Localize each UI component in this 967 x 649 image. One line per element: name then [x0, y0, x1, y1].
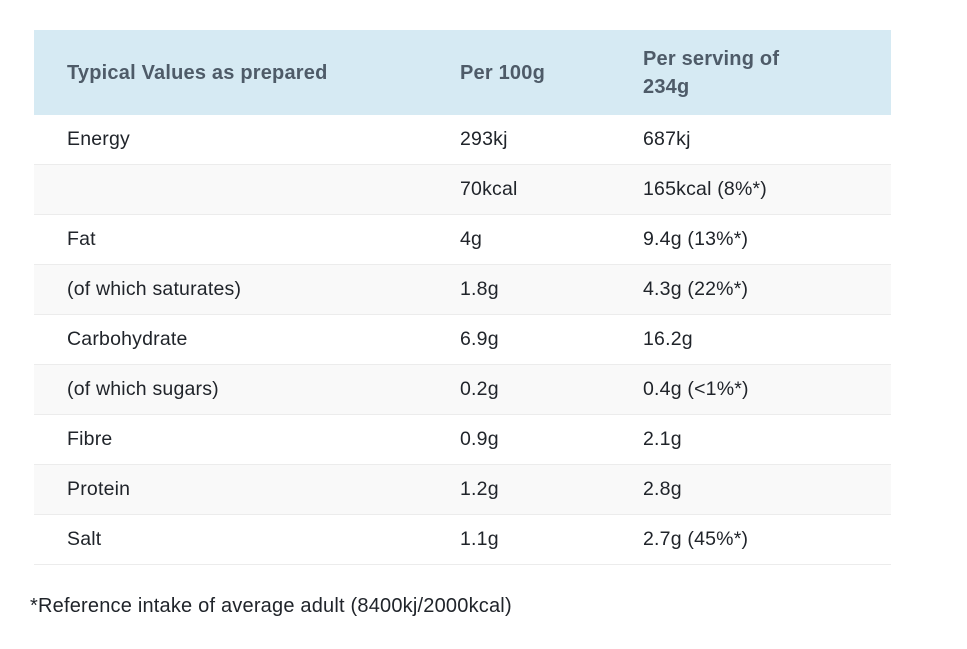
- per-serving-value: 2.8g: [643, 478, 682, 500]
- per-100g-value: 1.8g: [460, 278, 499, 300]
- per-serving-value: 2.7g (45%*): [643, 528, 749, 550]
- row-label: (of which saturates): [67, 278, 242, 300]
- header-typical-values: Typical Values as prepared: [67, 61, 328, 84]
- row-label: Energy: [67, 128, 130, 150]
- row-label: Salt: [67, 528, 102, 550]
- nutrition-table: Typical Values as prepared Per 100g Per …: [34, 30, 891, 565]
- per-100g-value: 0.2g: [460, 378, 499, 400]
- table-row-sugars: (of which sugars) 0.2g 0.4g (<1%*): [34, 365, 891, 415]
- per-100g-value: 1.2g: [460, 478, 499, 500]
- per-100g-value: 0.9g: [460, 428, 499, 450]
- per-serving-value: 4.3g (22%*): [643, 278, 749, 300]
- header-per-serving-line1: Per serving of: [643, 47, 780, 70]
- per-100g-value: 70kcal: [460, 178, 518, 200]
- table-header-row: Typical Values as prepared Per 100g Per …: [34, 30, 891, 115]
- per-serving-value: 2.1g: [643, 428, 682, 450]
- header-per-100g: Per 100g: [460, 61, 545, 84]
- per-100g-value: 4g: [460, 228, 483, 250]
- row-label: (of which sugars): [67, 378, 219, 400]
- table-row-energy-kcal: 70kcal 165kcal (8%*): [34, 165, 891, 215]
- table-row-carbohydrate: Carbohydrate 6.9g 16.2g: [34, 315, 891, 365]
- row-label: Fat: [67, 228, 96, 250]
- header-per-serving: Per serving of 234g: [643, 45, 891, 101]
- per-100g-value: 1.1g: [460, 528, 499, 550]
- header-per-serving-line2: 234g: [643, 75, 690, 98]
- per-serving-value: 0.4g (<1%*): [643, 378, 749, 400]
- per-serving-value: 165kcal (8%*): [643, 178, 767, 200]
- table-body: Energy 293kj 687kj 70kcal 165kcal (8%*) …: [34, 115, 891, 565]
- per-100g-value: 6.9g: [460, 328, 499, 350]
- table-row-protein: Protein 1.2g 2.8g: [34, 465, 891, 515]
- table-row-salt: Salt 1.1g 2.7g (45%*): [34, 515, 891, 565]
- table-row-saturates: (of which saturates) 1.8g 4.3g (22%*): [34, 265, 891, 315]
- table-row-fibre: Fibre 0.9g 2.1g: [34, 415, 891, 465]
- table-row-energy: Energy 293kj 687kj: [34, 115, 891, 165]
- per-serving-value: 16.2g: [643, 328, 693, 350]
- reference-intake-footnote: *Reference intake of average adult (8400…: [30, 595, 512, 617]
- per-100g-value: 293kj: [460, 128, 508, 150]
- row-label: Carbohydrate: [67, 328, 188, 350]
- row-label: Protein: [67, 478, 131, 500]
- row-label: Fibre: [67, 428, 113, 450]
- per-serving-value: 9.4g (13%*): [643, 228, 749, 250]
- table-row-fat: Fat 4g 9.4g (13%*): [34, 215, 891, 265]
- per-serving-value: 687kj: [643, 128, 691, 150]
